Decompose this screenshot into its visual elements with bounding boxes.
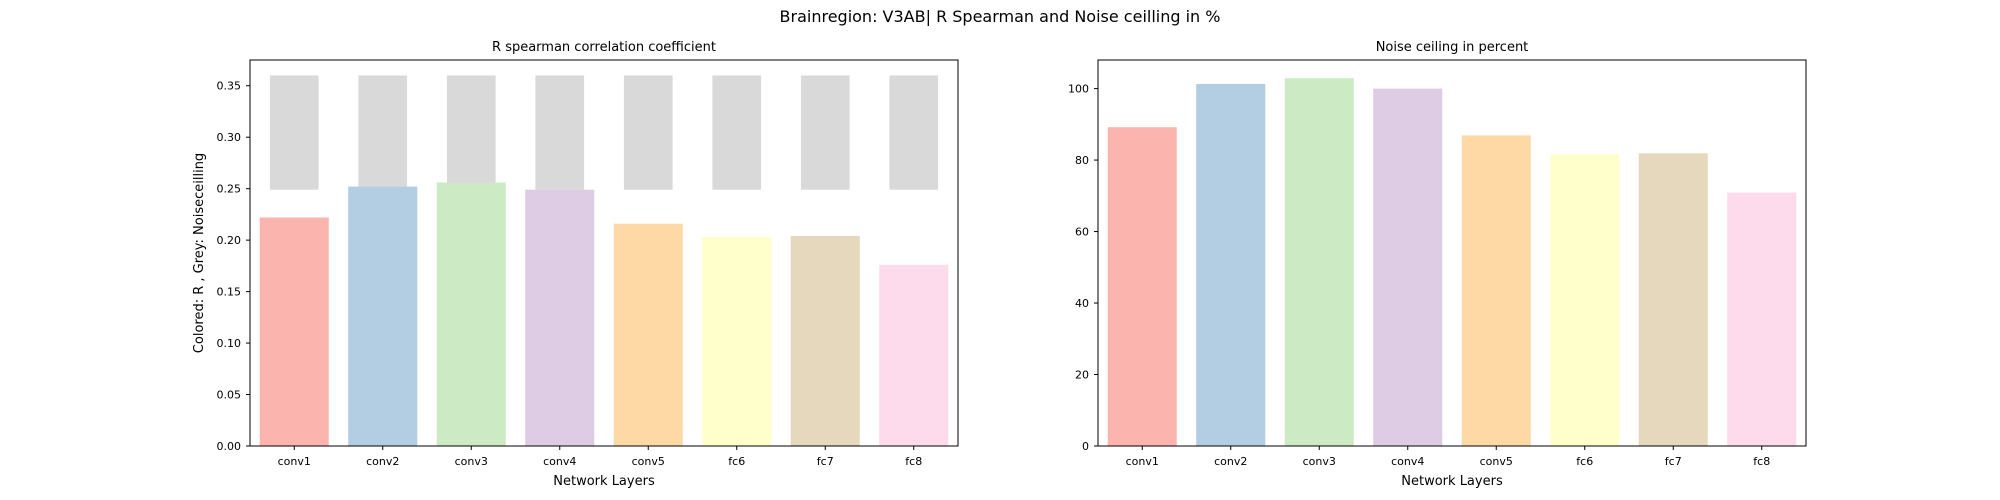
noise-ceiling-bar (712, 75, 762, 190)
y-axis-label: Colored: R , Grey: Noiseceilling (192, 153, 207, 353)
noise-ceiling-bar (800, 75, 850, 190)
bar-fc6 (1550, 154, 1620, 446)
bar-conv3 (1284, 78, 1354, 446)
x-axis-label: Network Layers (553, 474, 655, 489)
bar-fc8 (1727, 192, 1797, 446)
y-tick-label: 0.25 (217, 183, 242, 196)
chart-title: R spearman correlation coefficient (492, 40, 716, 55)
bar-conv4 (525, 189, 595, 447)
bar-conv1 (259, 217, 329, 446)
bar-conv3 (436, 182, 506, 446)
y-tick-label: 0.10 (217, 337, 242, 350)
y-tick-label: 100 (1068, 83, 1089, 96)
x-tick-label: conv4 (1391, 455, 1424, 468)
figure-title: Brainregion: V3AB| R Spearman and Noise … (780, 7, 1221, 26)
noise-ceiling-bar (623, 75, 673, 190)
x-tick-label: fc6 (1576, 455, 1593, 468)
noise-ceiling-bar (358, 75, 408, 190)
noise-ceiling-bar (889, 75, 939, 190)
x-tick-label: fc8 (1753, 455, 1770, 468)
x-axis-label: Network Layers (1401, 474, 1503, 489)
x-tick-label: conv1 (278, 455, 311, 468)
bar-fc6 (702, 237, 772, 446)
bar-fc7 (1638, 153, 1708, 447)
noise-ceiling-bar (269, 75, 319, 190)
x-tick-label: conv3 (455, 455, 488, 468)
plot-frame (249, 59, 959, 447)
y-tick-label: 0 (1082, 440, 1089, 453)
x-tick-label: fc7 (1665, 455, 1682, 468)
x-tick-label: conv1 (1126, 455, 1159, 468)
chart-panels: conv1 conv2 conv3 conv4 conv5 fc6 fc7 fc8 0.00 0.… (192, 40, 1807, 489)
bar-fc7 (790, 236, 860, 446)
bar-conv4 (1373, 88, 1443, 446)
y-tick-label: 0.15 (217, 286, 242, 299)
x-tick-label: conv5 (632, 455, 665, 468)
bar-conv2 (348, 186, 418, 446)
chart-panel-1: conv1 conv2 conv3 conv4 conv5 fc6 fc7 fc8 0.00 0.… (192, 40, 959, 489)
bar-conv5 (613, 223, 683, 446)
noise-ceiling-bar (446, 75, 496, 190)
y-tick-label: 80 (1075, 154, 1089, 167)
y-tick-label: 40 (1075, 297, 1089, 310)
bar-conv2 (1196, 83, 1266, 447)
bar-conv5 (1461, 135, 1531, 446)
x-tick-label: conv3 (1303, 455, 1336, 468)
noise-ceiling-bar (535, 75, 585, 190)
y-tick-label: 0.35 (217, 80, 242, 93)
x-tick-label: fc7 (817, 455, 834, 468)
x-tick-label: conv2 (366, 455, 399, 468)
bar-conv1 (1107, 127, 1177, 446)
bar-fc8 (879, 264, 949, 446)
y-tick-label: 0.00 (217, 440, 242, 453)
y-tick-label: 20 (1075, 369, 1089, 382)
x-tick-label: conv4 (543, 455, 576, 468)
plot-frame (1097, 59, 1807, 447)
x-tick-label: fc8 (905, 455, 922, 468)
x-tick-label: conv5 (1480, 455, 1513, 468)
x-tick-label: fc6 (728, 455, 745, 468)
y-tick-label: 0.05 (217, 389, 242, 402)
x-tick-label: conv2 (1214, 455, 1247, 468)
chart-panel-2: conv1 conv2 conv3 conv4 conv5 fc6 fc7 fc8 0 20 40 6… (1068, 40, 1807, 489)
chart-title: Noise ceiling in percent (1376, 40, 1529, 55)
y-tick-label: 0.20 (217, 234, 242, 247)
y-tick-label: 0.30 (217, 131, 242, 144)
y-tick-label: 60 (1075, 226, 1089, 239)
